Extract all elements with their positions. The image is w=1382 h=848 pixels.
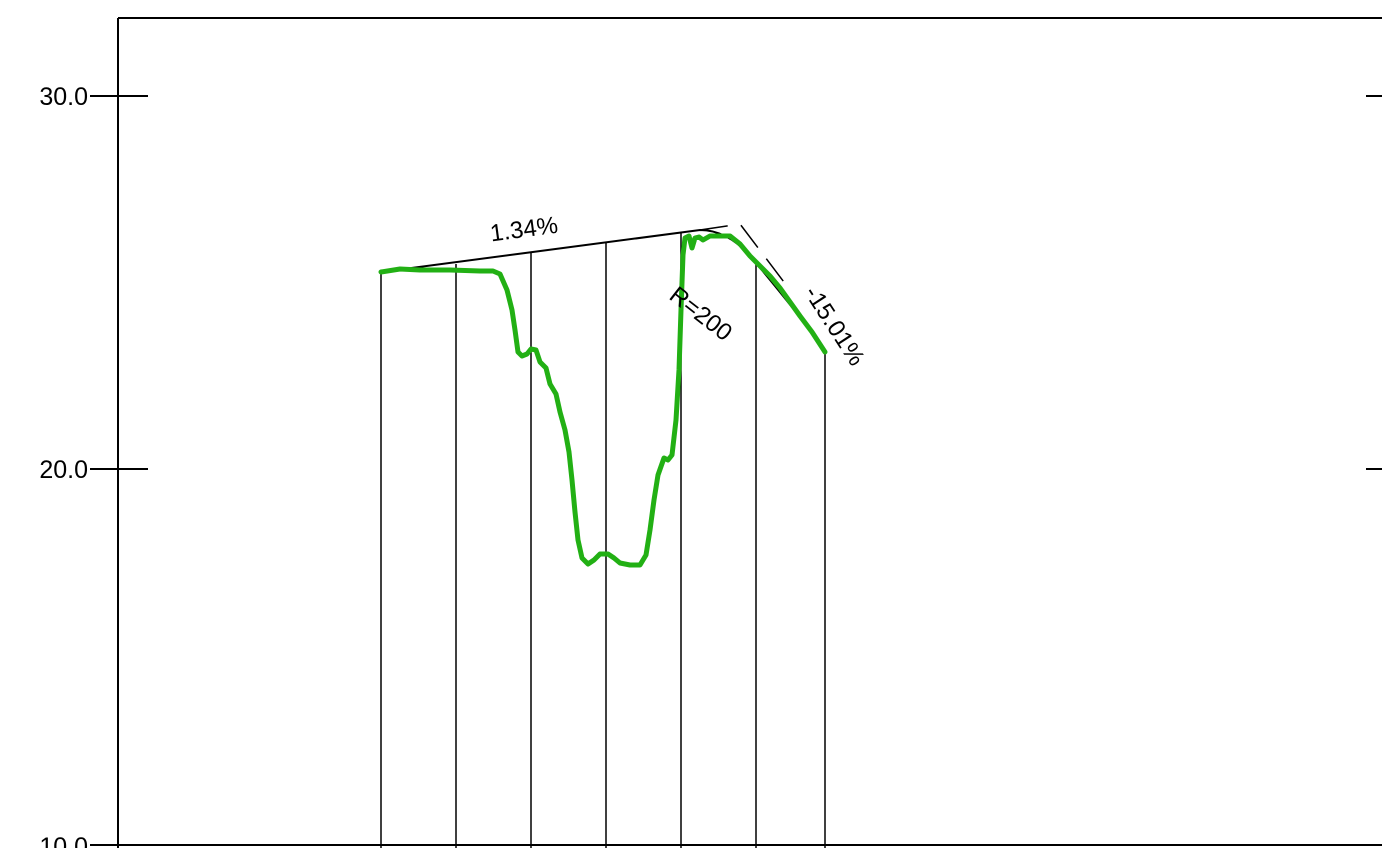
- design-grade-line: [380, 228, 826, 353]
- grade-in-label: 1.34%: [488, 212, 559, 248]
- design-profile: [380, 223, 826, 353]
- elevation-axis: 30.0 20.0 10.0: [39, 83, 1382, 848]
- drawing-frame: [117, 17, 1382, 848]
- tick-label-30: 30.0: [39, 83, 88, 111]
- existing-ground-line: [378, 233, 828, 568]
- vertical-curve-tangent: [699, 223, 791, 291]
- curve-radius-label: R=200: [664, 281, 737, 346]
- tick-label-20: 20.0: [39, 456, 88, 484]
- station-lines: [380, 233, 826, 848]
- tick-label-10: 10.0: [39, 833, 88, 848]
